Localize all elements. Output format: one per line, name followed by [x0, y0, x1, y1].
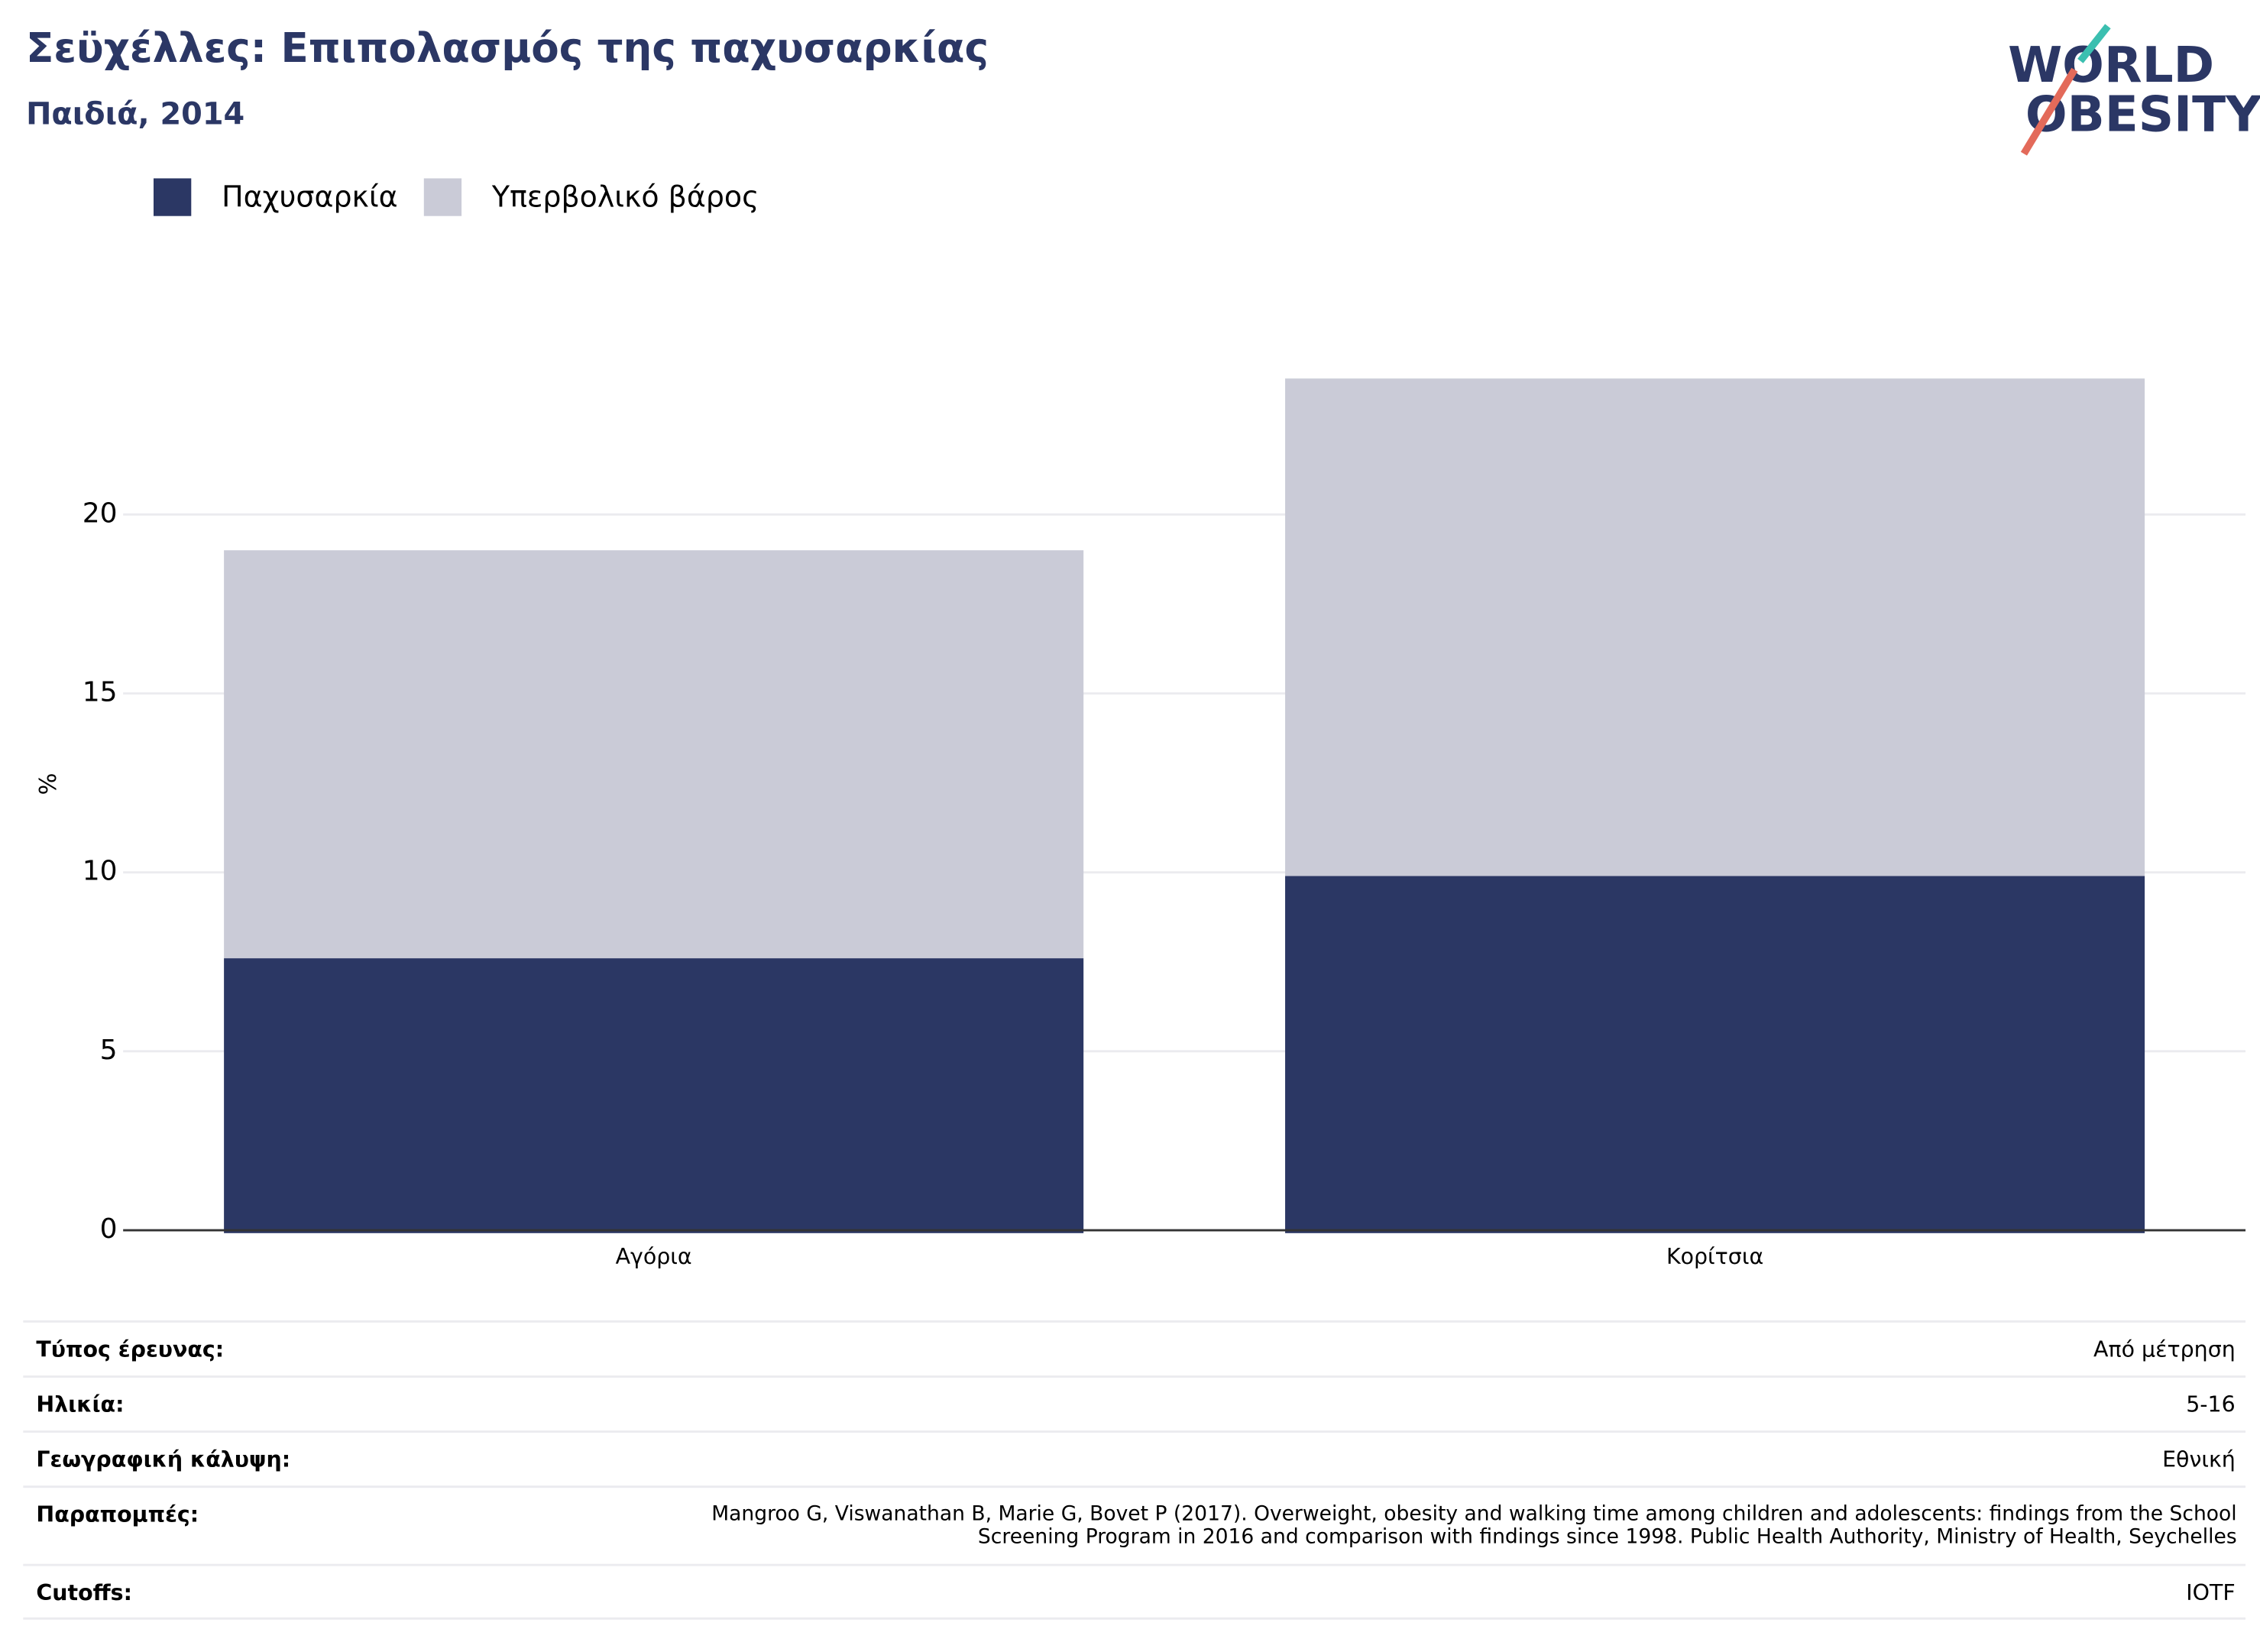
legend-label: Υπερβολικό βάρος: [491, 180, 759, 213]
y-tick-label: 10: [83, 856, 118, 887]
logo-text: WORLD: [2008, 37, 2214, 94]
table-label: Cutoffs:: [36, 1580, 132, 1605]
table-label: Τύπος έρευνας:: [36, 1336, 224, 1362]
logo-slash: [2077, 24, 2111, 63]
bar-segment: [224, 958, 1084, 1233]
table-value: Mangroo G, Viswanathan B, Marie G, Bovet…: [711, 1502, 2237, 1550]
y-tick-label: 15: [83, 677, 118, 708]
y-tick-label: 20: [83, 497, 118, 529]
table-label: Γεωγραφική κάλυψη:: [36, 1447, 290, 1472]
table-value: Εθνική: [2162, 1447, 2236, 1472]
table-label: Ηλικία:: [36, 1391, 124, 1417]
table-value: IOTF: [2186, 1580, 2236, 1605]
y-tick-label: 5: [100, 1035, 118, 1066]
legend-swatch: [153, 178, 192, 216]
table-value: Από μέτρηση: [2093, 1336, 2236, 1362]
table-label: Παραπομπές:: [36, 1502, 199, 1527]
legend-label: Παχυσαρκία: [222, 180, 398, 213]
y-axis-label: %: [35, 773, 62, 795]
logo-slash: [2020, 67, 2078, 156]
bar-segment: [1285, 876, 2145, 1233]
table-value: 5-16: [2186, 1391, 2236, 1417]
table-value-box: Mangroo G, Viswanathan B, Marie G, Bovet…: [711, 1502, 2237, 1550]
legend-swatch: [423, 178, 462, 216]
chart-subtitle: Παιδιά, 2014: [26, 96, 244, 131]
x-tick-label: Αγόρια: [616, 1244, 692, 1269]
y-tick-label: 0: [100, 1213, 118, 1245]
logo-text: OBESITY: [2025, 86, 2260, 143]
bar-segment: [224, 550, 1084, 959]
x-tick-label: Κορίτσια: [1666, 1244, 1763, 1269]
bar-segment: [1285, 378, 2145, 876]
chart-title: Σεϋχέλλες: Επιπολασμός της παχυσαρκίας: [26, 24, 989, 72]
